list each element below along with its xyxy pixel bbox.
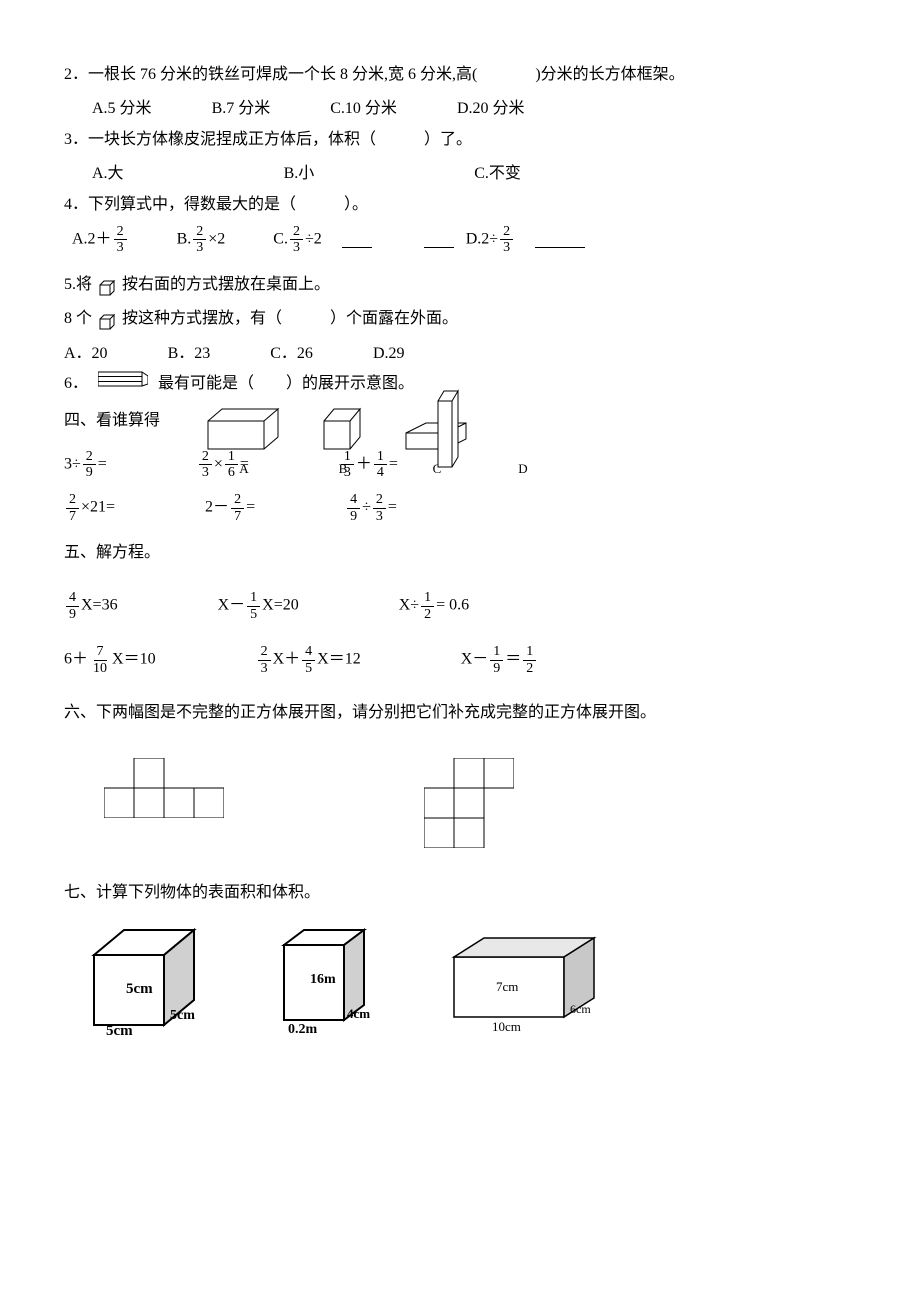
sec5-row1: 49X=36 X－15X=20 X÷12= 0.6 [64, 590, 856, 622]
s5r1e2: X－15X=20 [218, 590, 299, 622]
q6-shapes: A B C D [64, 407, 856, 482]
s5r2e1: 6＋710X＝10 [64, 644, 156, 676]
shape-b-label: B [339, 457, 348, 482]
s5r2e2: 23X＋45X＝12 [256, 644, 361, 676]
solid-3: 7cm 6cm 10cm [444, 935, 614, 1035]
net-diagrams [104, 758, 856, 848]
q5-opt-a: A．20 [64, 339, 108, 369]
shape-d-label: D [518, 457, 527, 482]
q5-l2b: 按这种方式摆放，有（ ）个面露在外面。 [122, 310, 458, 327]
shape-a-label: A [239, 457, 248, 482]
q5-l2a: 8 个 [64, 310, 92, 327]
q5-l1b: 按右面的方式摆放在桌面上。 [122, 276, 330, 293]
q4-opt-c: C.23÷2 [273, 224, 373, 256]
shape-d-label-col: D [508, 407, 538, 482]
s4r2e3: 49÷23= [345, 492, 397, 524]
s3-dim-c: 10cm [492, 1019, 521, 1034]
q2-opt-b: B.7 分米 [212, 94, 271, 124]
q3-opt-a: A.大 [92, 159, 124, 189]
s5r1e1: 49X=36 [64, 590, 118, 622]
q5-l1a: 5.将 [64, 276, 92, 293]
s1-dim-c: 5cm [106, 1023, 133, 1035]
q2-opt-d: D.20 分米 [457, 94, 525, 124]
question-5-line2: 8 个 按这种方式摆放，有（ ）个面露在外面。 [64, 304, 856, 334]
q6-text-a: 6． [64, 375, 88, 392]
sec4-row2: 27×21= 2－27= 49÷23= [64, 492, 856, 524]
q2-text-a: 2．一根长 76 分米的铁丝可焊成一个长 8 分米,宽 6 分米,高( [64, 66, 477, 83]
solid-1: 5cm 5cm 5cm [84, 925, 214, 1035]
cube-icon [98, 311, 116, 327]
q2-options: A.5 分米 B.7 分米 C.10 分米 D.20 分米 [92, 94, 856, 124]
s2-dim-c: 0.2m [288, 1022, 318, 1035]
q5-opt-b: B．23 [168, 339, 211, 369]
s5r1e3: X÷12= 0.6 [399, 590, 469, 622]
sec5-row2: 6＋710X＝10 23X＋45X＝12 X－19＝12 [64, 644, 856, 676]
q4-opt-d: D.2÷23 [422, 224, 587, 256]
question-4: 4．下列算式中，得数最大的是（ ）。 [64, 190, 856, 220]
sec6-title: 六、下两幅图是不完整的正方体展开图，请分别把它们补充成完整的正方体展开图。 [64, 704, 656, 721]
s2-dim-b: 4cm [347, 1006, 370, 1021]
q3-opt-c: C.不变 [474, 159, 521, 189]
s2-dim-a: 16m [310, 972, 336, 987]
q5-opt-d: D.29 [373, 339, 405, 369]
q3-text: 3．一块长方体橡皮泥捏成正方体后，体积（ ）了。 [64, 131, 472, 148]
question-3: 3．一块长方体橡皮泥捏成正方体后，体积（ ）了。 [64, 125, 856, 155]
s1-dim-b: 5cm [170, 1008, 195, 1023]
q2-opt-c: C.10 分米 [330, 94, 397, 124]
q3-opt-b: B.小 [284, 159, 315, 189]
sec5-title: 五、解方程。 [64, 544, 160, 561]
s4r2e2: 2－27= [205, 492, 255, 524]
question-2: 2．一根长 76 分米的铁丝可焊成一个长 8 分米,宽 6 分米,高( )分米的… [64, 60, 856, 90]
q4-options: A.2＋23 B.23×2 C.23÷2 D.2÷23 [72, 224, 856, 256]
unfold-bar-icon [98, 369, 148, 399]
solids: 5cm 5cm 5cm 16m 4cm 0.2m 7cm 6cm 10cm [84, 925, 856, 1035]
section-6: 六、下两幅图是不完整的正方体展开图，请分别把它们补充成完整的正方体展开图。 [64, 698, 856, 728]
fraction: 23 [193, 224, 206, 256]
q3-options: A.大 B.小 C.不变 [92, 159, 856, 189]
s3-dim-b: 6cm [570, 1002, 591, 1016]
q6-text-b: 最有可能是（ ）的展开示意图。 [158, 375, 414, 392]
q2-text-b: )分米的长方体框架。 [535, 66, 684, 83]
fraction: 23 [500, 224, 513, 256]
s4r2e1: 27×21= [64, 492, 115, 524]
section-7: 七、计算下列物体的表面积和体积。 [64, 878, 856, 908]
cube-icon [98, 277, 116, 293]
shape-b: B [320, 407, 366, 482]
shape-a: A [204, 407, 284, 482]
s5r2e3: X－19＝12 [461, 644, 539, 676]
solid-2: 16m 4cm 0.2m [274, 925, 384, 1035]
s3-dim-a: 7cm [496, 979, 518, 994]
shape-d-tall [434, 389, 464, 469]
net-2 [424, 758, 514, 848]
sec7-title: 七、计算下列物体的表面积和体积。 [64, 884, 320, 901]
q4-opt-a: A.2＋23 [72, 224, 129, 256]
question-5-line1: 5.将 按右面的方式摆放在桌面上。 [64, 270, 856, 300]
fraction: 23 [114, 224, 127, 256]
q5-opt-c: C．26 [270, 339, 313, 369]
section-5: 五、解方程。 [64, 538, 856, 568]
fraction: 23 [290, 224, 303, 256]
q4-opt-b: B.23×2 [177, 224, 226, 256]
q2-opt-a: A.5 分米 [92, 94, 152, 124]
q5-options: A．20 B．23 C．26 D.29 [64, 339, 856, 369]
q4-text: 4．下列算式中，得数最大的是（ ）。 [64, 196, 368, 213]
net-1 [104, 758, 224, 818]
s1-dim-a: 5cm [126, 981, 153, 997]
